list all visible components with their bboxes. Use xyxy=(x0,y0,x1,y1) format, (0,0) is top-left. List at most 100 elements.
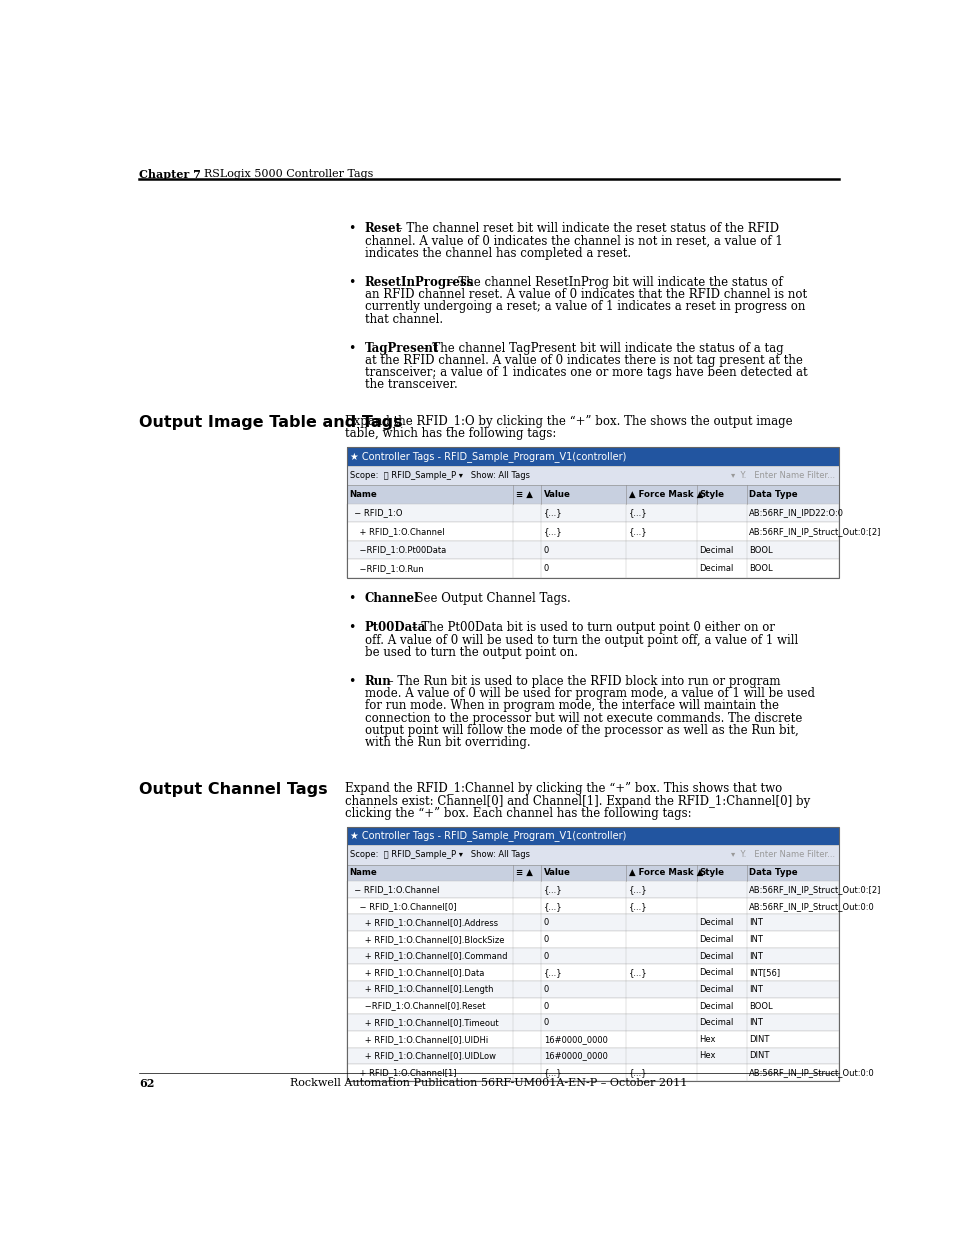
Text: AB:56RF_IN_IP_Struct_Out:0:[2]: AB:56RF_IN_IP_Struct_Out:0:[2] xyxy=(748,885,881,894)
Text: −RFID_1:O.Pt00Data: −RFID_1:O.Pt00Data xyxy=(349,546,446,555)
Text: TagPresent: TagPresent xyxy=(364,342,438,354)
Text: Channel: Channel xyxy=(364,593,418,605)
FancyBboxPatch shape xyxy=(347,1065,838,1081)
Text: Chapter 7: Chapter 7 xyxy=(139,169,201,180)
Text: Scope:  📄 RFID_Sample_P ▾   Show: All Tags: Scope: 📄 RFID_Sample_P ▾ Show: All Tags xyxy=(350,471,529,480)
Text: Decimal: Decimal xyxy=(699,984,733,994)
Text: + RFID_1:O.Channel[0].UIDLow: + RFID_1:O.Channel[0].UIDLow xyxy=(349,1051,496,1061)
Text: for run mode. When in program mode, the interface will maintain the: for run mode. When in program mode, the … xyxy=(364,699,778,713)
Text: − RFID_1:O.Channel[0]: − RFID_1:O.Channel[0] xyxy=(349,902,456,910)
Text: Data Type: Data Type xyxy=(748,868,797,877)
Text: •: • xyxy=(348,593,355,605)
Text: {...}: {...} xyxy=(628,885,646,894)
Text: BOOL: BOOL xyxy=(748,546,772,555)
Text: Decimal: Decimal xyxy=(699,952,733,961)
Text: −RFID_1:O.Run: −RFID_1:O.Run xyxy=(349,564,423,573)
FancyBboxPatch shape xyxy=(347,914,838,931)
Text: Expand the RFID_1:Channel by clicking the “+” box. This shows that two: Expand the RFID_1:Channel by clicking th… xyxy=(344,783,781,795)
Text: at the RFID channel. A value of 0 indicates there is not tag present at the: at the RFID channel. A value of 0 indica… xyxy=(364,354,801,367)
Text: Decimal: Decimal xyxy=(699,968,733,977)
FancyBboxPatch shape xyxy=(347,1047,838,1065)
Text: Run: Run xyxy=(364,676,391,688)
Text: 0: 0 xyxy=(543,564,548,573)
Text: – The channel reset bit will indicate the reset status of the RFID: – The channel reset bit will indicate th… xyxy=(393,222,778,236)
FancyBboxPatch shape xyxy=(347,864,838,882)
FancyBboxPatch shape xyxy=(347,541,838,559)
Text: DINT: DINT xyxy=(748,1051,769,1061)
Text: ★ Controller Tags - RFID_Sample_Program_V1(controller): ★ Controller Tags - RFID_Sample_Program_… xyxy=(350,451,626,462)
Text: mode. A value of 0 will be used for program mode, a value of 1 will be used: mode. A value of 0 will be used for prog… xyxy=(364,688,814,700)
Text: INT: INT xyxy=(748,919,762,927)
FancyBboxPatch shape xyxy=(347,845,838,864)
Text: Pt00Data: Pt00Data xyxy=(364,621,426,635)
FancyBboxPatch shape xyxy=(347,1031,838,1047)
Text: + RFID_1:O.Channel[0].Timeout: + RFID_1:O.Channel[0].Timeout xyxy=(349,1018,498,1028)
Text: Style: Style xyxy=(699,868,723,877)
FancyBboxPatch shape xyxy=(347,522,838,541)
Text: 0: 0 xyxy=(543,919,548,927)
Text: ▾  Y.   Enter Name Filter...: ▾ Y. Enter Name Filter... xyxy=(730,471,834,480)
Text: Decimal: Decimal xyxy=(699,546,733,555)
Text: ≡ ▲: ≡ ▲ xyxy=(515,868,532,877)
Text: Style: Style xyxy=(699,490,723,499)
Text: – See Output Channel Tags.: – See Output Channel Tags. xyxy=(401,593,570,605)
FancyBboxPatch shape xyxy=(347,485,838,504)
FancyBboxPatch shape xyxy=(347,998,838,1014)
Text: Rockwell Automation Publication 56RF-UM001A-EN-P – October 2011: Rockwell Automation Publication 56RF-UM0… xyxy=(290,1078,687,1088)
Text: •: • xyxy=(348,275,355,289)
Text: AB:56RF_IN_IP_Struct_Out:0:0: AB:56RF_IN_IP_Struct_Out:0:0 xyxy=(748,902,874,910)
Text: •: • xyxy=(348,342,355,354)
Text: BOOL: BOOL xyxy=(748,1002,772,1010)
Text: Decimal: Decimal xyxy=(699,919,733,927)
Text: DINT: DINT xyxy=(748,1035,769,1044)
Text: −RFID_1:O.Channel[0].Reset: −RFID_1:O.Channel[0].Reset xyxy=(349,1002,485,1010)
Text: off. A value of 0 will be used to turn the output point off, a value of 1 will: off. A value of 0 will be used to turn t… xyxy=(364,634,797,647)
Text: ▲ Force Mask ▲: ▲ Force Mask ▲ xyxy=(628,868,702,877)
Text: be used to turn the output point on.: be used to turn the output point on. xyxy=(364,646,578,658)
Text: + RFID_1:O.Channel[0].Address: + RFID_1:O.Channel[0].Address xyxy=(349,919,497,927)
Text: Scope:  📄 RFID_Sample_P ▾   Show: All Tags: Scope: 📄 RFID_Sample_P ▾ Show: All Tags xyxy=(350,851,529,860)
Text: {...}: {...} xyxy=(628,968,646,977)
Text: + RFID_1:O.Channel[0].BlockSize: + RFID_1:O.Channel[0].BlockSize xyxy=(349,935,504,944)
Text: Name: Name xyxy=(349,490,376,499)
Text: {...}: {...} xyxy=(543,885,561,894)
Text: channel. A value of 0 indicates the channel is not in reset, a value of 1: channel. A value of 0 indicates the chan… xyxy=(364,235,781,247)
Text: •: • xyxy=(348,222,355,236)
Text: with the Run bit overriding.: with the Run bit overriding. xyxy=(364,736,530,748)
Text: 0: 0 xyxy=(543,546,548,555)
Text: 0: 0 xyxy=(543,1018,548,1028)
Text: Decimal: Decimal xyxy=(699,564,733,573)
FancyBboxPatch shape xyxy=(347,466,838,485)
Text: + RFID_1:O.Channel[0].Command: + RFID_1:O.Channel[0].Command xyxy=(349,952,507,961)
Text: Value: Value xyxy=(543,490,570,499)
Text: {...}: {...} xyxy=(628,902,646,910)
Text: AB:56RF_IN_IPD22:O:0: AB:56RF_IN_IPD22:O:0 xyxy=(748,509,843,517)
Text: + RFID_1:O.Channel[0].Length: + RFID_1:O.Channel[0].Length xyxy=(349,984,493,994)
FancyBboxPatch shape xyxy=(347,882,838,898)
Text: − RFID_1:O: − RFID_1:O xyxy=(349,509,402,517)
Text: that channel.: that channel. xyxy=(364,312,442,326)
FancyBboxPatch shape xyxy=(347,447,838,466)
Text: {...}: {...} xyxy=(543,1068,561,1077)
Text: + RFID_1:O.Channel[0].Data: + RFID_1:O.Channel[0].Data xyxy=(349,968,484,977)
FancyBboxPatch shape xyxy=(347,504,838,522)
FancyBboxPatch shape xyxy=(347,931,838,947)
Text: Hex: Hex xyxy=(699,1035,715,1044)
Text: Expand the RFID_1:O by clicking the “+” box. The shows the output image: Expand the RFID_1:O by clicking the “+” … xyxy=(344,415,792,429)
Text: ★ Controller Tags - RFID_Sample_Program_V1(controller): ★ Controller Tags - RFID_Sample_Program_… xyxy=(350,830,626,841)
Text: RSLogix 5000 Controller Tags: RSLogix 5000 Controller Tags xyxy=(204,169,374,179)
Text: transceiver; a value of 1 indicates one or more tags have been detected at: transceiver; a value of 1 indicates one … xyxy=(364,366,806,379)
Text: connection to the processor but will not execute commands. The discrete: connection to the processor but will not… xyxy=(364,711,801,725)
Text: output point will follow the mode of the processor as well as the Run bit,: output point will follow the mode of the… xyxy=(364,724,798,737)
FancyBboxPatch shape xyxy=(347,981,838,998)
Text: 62: 62 xyxy=(139,1078,154,1089)
Text: ≡ ▲: ≡ ▲ xyxy=(515,490,532,499)
Text: Hex: Hex xyxy=(699,1051,715,1061)
Text: Value: Value xyxy=(543,868,570,877)
Text: – The channel TagPresent bit will indicate the status of a tag: – The channel TagPresent bit will indica… xyxy=(419,342,783,354)
Text: {...}: {...} xyxy=(628,527,646,536)
Text: clicking the “+” box. Each channel has the following tags:: clicking the “+” box. Each channel has t… xyxy=(344,806,691,820)
Text: INT: INT xyxy=(748,952,762,961)
Text: INT: INT xyxy=(748,935,762,944)
Text: the transceiver.: the transceiver. xyxy=(364,378,457,391)
